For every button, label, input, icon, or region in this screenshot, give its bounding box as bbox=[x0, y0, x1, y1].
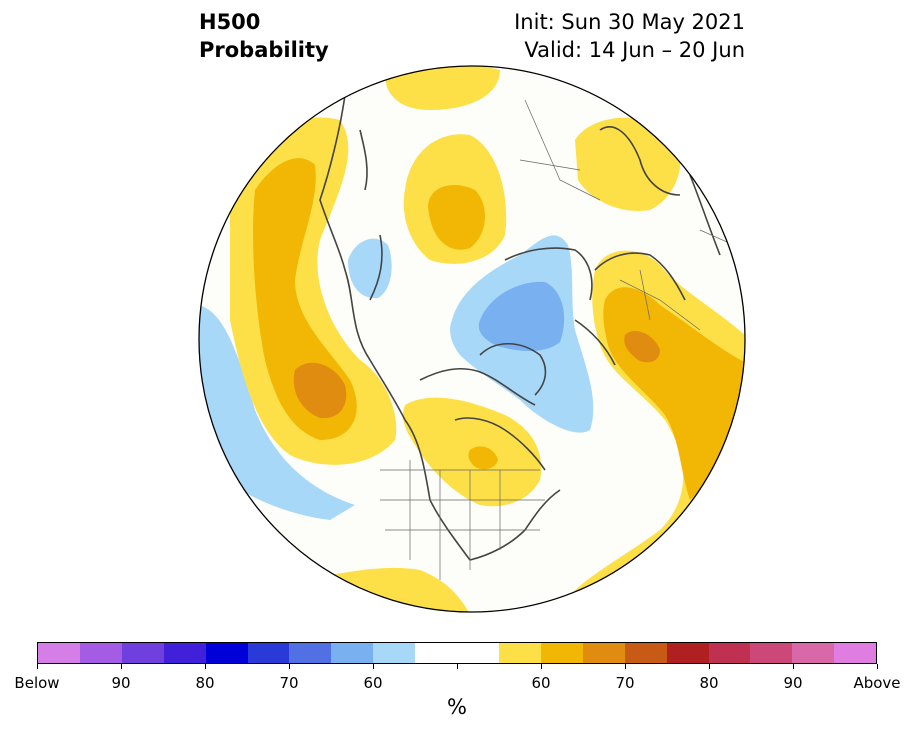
forecast-dates: Init: Sun 30 May 2021 Valid: 14 Jun – 20… bbox=[514, 8, 745, 64]
colorbar-segment bbox=[415, 643, 458, 663]
colorbar-segment bbox=[247, 643, 290, 663]
region-pacific-below bbox=[199, 305, 355, 520]
borders bbox=[380, 99, 745, 580]
colorbar-tick bbox=[373, 664, 374, 669]
colorbar-segment bbox=[540, 643, 583, 663]
region-arctic-below-core bbox=[478, 281, 565, 351]
colorbar-tick-label: 70 bbox=[615, 674, 635, 692]
colorbar-tick-label: 70 bbox=[279, 674, 299, 692]
colorbar-segment bbox=[666, 643, 709, 663]
colorbar-tick-label: 60 bbox=[363, 674, 383, 692]
chart-title: H500 Probability bbox=[199, 8, 329, 64]
colorbar-segment bbox=[38, 643, 80, 663]
colorbar-segment bbox=[750, 643, 793, 663]
colorbar-segment bbox=[121, 643, 164, 663]
colorbar-segment bbox=[163, 643, 206, 663]
colorbar-tick bbox=[205, 664, 206, 669]
coastlines bbox=[319, 94, 721, 561]
title-metric: Probability bbox=[199, 38, 329, 62]
region-europe-above-peak bbox=[624, 330, 660, 363]
colorbar-segment bbox=[792, 643, 835, 663]
colorbar-segment bbox=[289, 643, 332, 663]
colorbar-unit-label: % bbox=[447, 695, 467, 719]
colorbar-tick bbox=[793, 664, 794, 669]
colorbar-segment bbox=[331, 643, 374, 663]
colorbar-tick-label: 80 bbox=[699, 674, 719, 692]
colorbar-ticks bbox=[37, 664, 878, 670]
region-asia-above bbox=[575, 117, 681, 211]
colorbar bbox=[37, 642, 877, 664]
title-variable: H500 bbox=[199, 10, 261, 34]
colorbar-tick bbox=[289, 664, 290, 669]
colorbar-tick bbox=[121, 664, 122, 669]
colorbar-tick-label: 60 bbox=[531, 674, 551, 692]
colorbar-segment bbox=[582, 643, 625, 663]
region-canada-above-core bbox=[468, 446, 498, 470]
colorbar-segment bbox=[79, 643, 122, 663]
colorbar-tick bbox=[625, 664, 626, 669]
colorbar-tick-label: Above bbox=[853, 674, 901, 692]
region-alaska-below bbox=[348, 238, 392, 299]
region-central-above-core bbox=[428, 185, 486, 250]
map-fill-layer bbox=[199, 66, 745, 612]
colorbar-tick bbox=[37, 664, 38, 669]
valid-date: Valid: 14 Jun – 20 Jun bbox=[524, 38, 745, 62]
region-siberia-above bbox=[385, 66, 500, 110]
colorbar-tick-label: 90 bbox=[111, 674, 131, 692]
colorbar-segment bbox=[498, 643, 541, 663]
colorbar-segment bbox=[205, 643, 248, 663]
colorbar-tick-label: 80 bbox=[195, 674, 215, 692]
colorbar-tick bbox=[541, 664, 542, 669]
colorbar-tick bbox=[709, 664, 710, 669]
colorbar-tick bbox=[877, 664, 878, 669]
colorbar-segment bbox=[373, 643, 416, 663]
colorbar-segment bbox=[457, 643, 499, 663]
region-north-pacific-above-peak bbox=[293, 362, 347, 419]
colorbar-tick bbox=[457, 664, 458, 669]
colorbar-segment bbox=[708, 643, 751, 663]
colorbar-tick-label: 90 bbox=[783, 674, 803, 692]
init-date: Init: Sun 30 May 2021 bbox=[514, 10, 745, 34]
map-boundary bbox=[198, 65, 746, 613]
colorbar-segment bbox=[834, 643, 877, 663]
colorbar-tick-label: Below bbox=[14, 674, 60, 692]
polar-map bbox=[198, 65, 746, 613]
colorbar-segment bbox=[624, 643, 667, 663]
